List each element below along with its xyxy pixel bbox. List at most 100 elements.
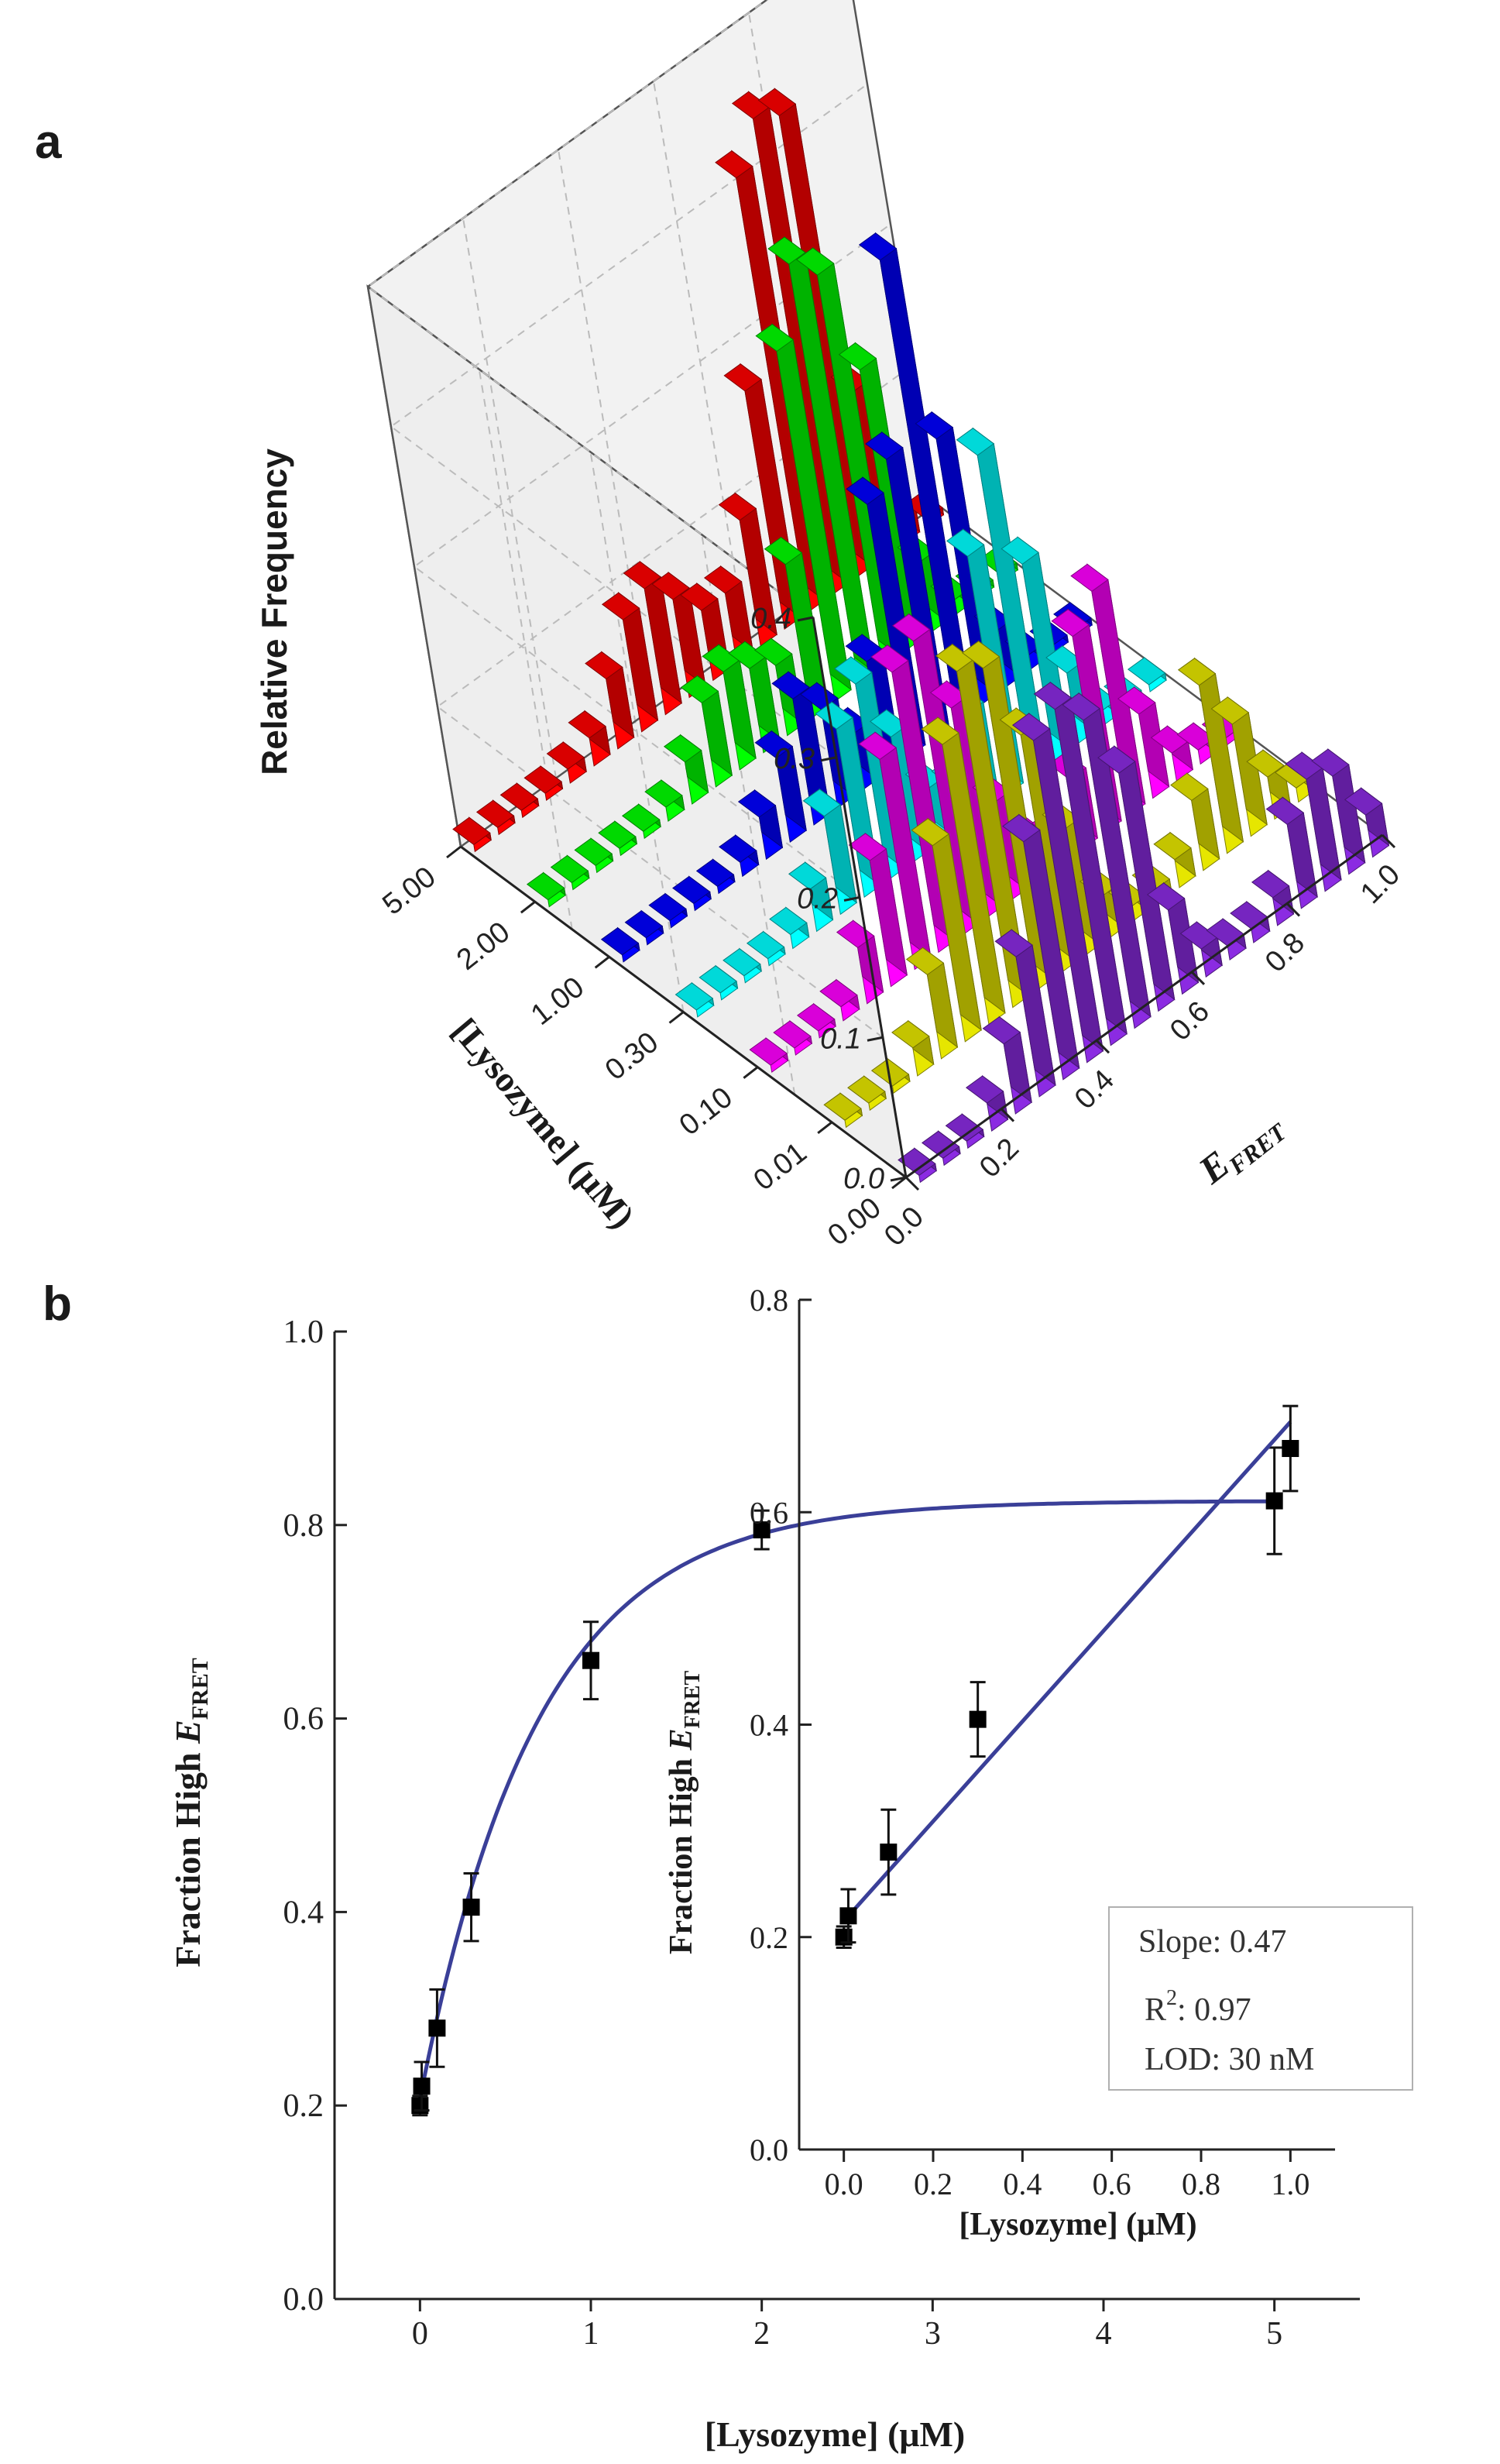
- a-bar: [764, 536, 828, 720]
- a-z-tick: [797, 616, 814, 622]
- inset-y-tick-label: 0.2: [750, 1920, 788, 1955]
- a-bar: [499, 782, 540, 819]
- inset-annotation-box: Slope: 0.47 R2: 0.97 LOD: 30 nM: [1108, 1906, 1413, 2091]
- b-x-tick-label: 0: [412, 2316, 428, 2352]
- a-grid-x: [653, 81, 747, 641]
- a-bar: [550, 854, 590, 891]
- inset-data-point: [839, 1888, 857, 1944]
- b-data-point: [582, 1620, 599, 1701]
- b-y-tick-label: 0.2: [283, 2088, 324, 2124]
- a-bar: [718, 492, 777, 648]
- a-y-tick: [520, 900, 536, 914]
- a-z-tick: [867, 1036, 884, 1042]
- a-bar: [1153, 831, 1196, 888]
- inset-x-tick-label: 1.0: [1271, 2167, 1309, 2201]
- a-grid-y: [701, 534, 796, 1095]
- a-bar: [898, 1147, 937, 1184]
- a-bar: [891, 1019, 935, 1077]
- a-x-tick: [904, 1176, 920, 1191]
- a-bar: [574, 837, 614, 874]
- b-y-tick-label: 0.4: [283, 1895, 324, 1930]
- a-bar: [624, 909, 664, 946]
- a-bar: [546, 741, 587, 784]
- annotation-r2-value: : 0.97: [1177, 1992, 1251, 2028]
- a-z-tick: [843, 896, 860, 902]
- b-x-tick-label: 1: [583, 2316, 599, 2352]
- b-y-tick-label: 0.8: [283, 1508, 324, 1544]
- b-y-label-e: E: [168, 1720, 208, 1744]
- b-x-tick-label: 3: [925, 2316, 941, 2352]
- a-x-tick: [1285, 902, 1301, 917]
- a-bar: [788, 861, 834, 933]
- a-bar: [1170, 772, 1220, 871]
- a-y-axis: [460, 845, 907, 1179]
- inset-y-label-main: Fraction High: [664, 1751, 699, 1955]
- annotation-r2: R2: 0.97: [1145, 1986, 1251, 2028]
- a-bar: [1097, 745, 1176, 1012]
- a-grid-z: [413, 223, 891, 899]
- a-bar: [674, 981, 715, 1018]
- a-bar: [663, 734, 709, 805]
- inset-y-tick-label: 0.6: [750, 1495, 788, 1530]
- annotation-lod: LOD: 30 nM: [1145, 2042, 1314, 2077]
- a-bar: [1210, 696, 1268, 837]
- a-z-tick-label: 0.0: [843, 1163, 884, 1195]
- a-grid-z: [366, 0, 814, 618]
- a-bar: [796, 1002, 836, 1039]
- annotation-r2-prefix: R: [1145, 1992, 1166, 2028]
- a-bar: [719, 834, 760, 878]
- b-y-label-sub: FRET: [187, 1658, 213, 1720]
- b-y-tick-label: 1.0: [283, 1314, 324, 1350]
- a-bar: [702, 644, 757, 771]
- a-bar: [585, 651, 635, 750]
- inset-data-point: [880, 1808, 898, 1896]
- a-bar: [680, 675, 733, 788]
- b-data-point: [411, 2095, 429, 2117]
- inset-y-tick-label: 0.8: [750, 1283, 788, 1318]
- a-bar: [648, 892, 688, 929]
- a-z-axis: [812, 617, 908, 1178]
- inset-fit-curve: [842, 1421, 1292, 1923]
- b-data-point: [1265, 1446, 1283, 1555]
- a-bar: [621, 803, 661, 840]
- a-bar: [1062, 692, 1152, 1029]
- a-y-tick: [891, 1176, 907, 1190]
- a-bar: [1177, 657, 1244, 854]
- a-bar: [623, 560, 682, 716]
- a-bar: [600, 926, 640, 963]
- chart-a-3d-histogram: 0.00.10.20.30.40.000.010.100.301.002.005…: [254, 0, 1406, 1253]
- a-bar: [858, 731, 932, 971]
- b-data-point: [428, 1988, 446, 2068]
- a-z-tick-label: 0.2: [797, 883, 838, 916]
- a-bar: [1146, 881, 1200, 995]
- a-bar: [598, 820, 637, 857]
- a-x-axis: [905, 833, 1383, 1179]
- a-bar: [767, 235, 876, 686]
- a-z-tick-label: 0.1: [820, 1022, 861, 1055]
- inset-y-label-sub: FRET: [681, 1671, 705, 1729]
- b-x-axis-label: [Lysozyme] (μM): [705, 2414, 965, 2454]
- a-grid-x: [462, 218, 557, 778]
- a-bar: [847, 1075, 887, 1112]
- a-grid-y: [478, 369, 573, 930]
- a-bar: [1265, 796, 1318, 909]
- a-bar: [452, 816, 492, 853]
- a-bar: [1206, 917, 1247, 961]
- a-bar: [526, 871, 566, 908]
- a-bar: [1033, 681, 1128, 1046]
- a-grid-y: [589, 452, 685, 1012]
- b-y-label-main: Fraction High: [168, 1744, 208, 1967]
- b-x-tick-label: 4: [1096, 2316, 1112, 2352]
- a-grid-z: [436, 363, 915, 1039]
- inset-x-tick-label: 0.8: [1182, 2167, 1220, 2201]
- inset-x-tick-label: 0.0: [825, 2167, 863, 2201]
- annotation-r2-sup: 2: [1166, 1986, 1177, 2010]
- a-bar: [728, 641, 781, 754]
- b-y-tick-label: 0.0: [283, 2282, 324, 2318]
- b-data-point: [413, 2060, 431, 2112]
- a-bar: [848, 832, 908, 988]
- a-bar: [802, 788, 857, 916]
- inset-x-tick-label: 0.6: [1093, 2167, 1131, 2201]
- a-z-tick-label: 0.4: [750, 603, 791, 635]
